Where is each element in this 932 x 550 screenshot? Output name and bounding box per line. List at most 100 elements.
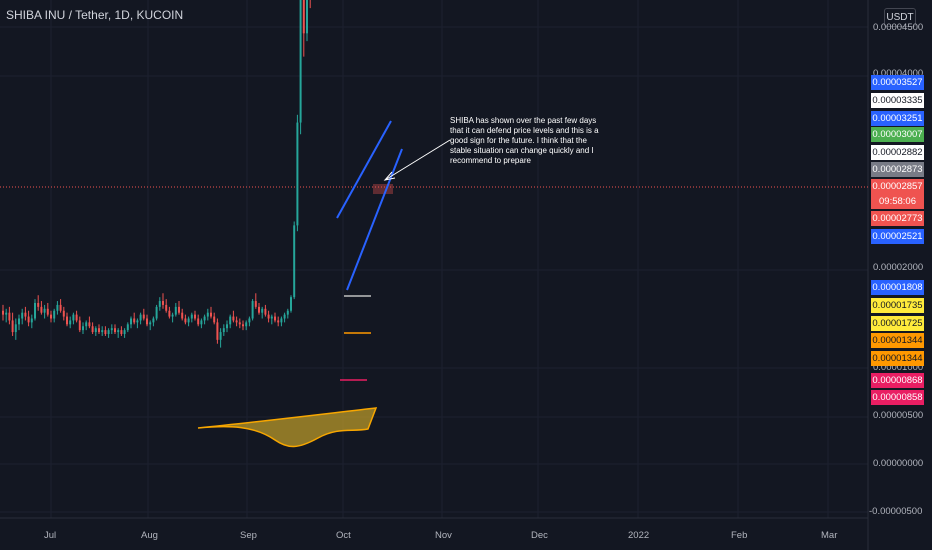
y-tick-label: 0.00000500 <box>873 410 924 421</box>
candle-body <box>190 314 193 319</box>
candle-body <box>165 304 168 311</box>
annotation-text[interactable]: SHIBA has shown over the past few days t… <box>450 116 599 165</box>
candle-body <box>126 324 129 331</box>
x-tick-label: Nov <box>435 530 452 541</box>
candle-body <box>11 320 14 333</box>
chart-grid <box>0 0 868 518</box>
candle-body <box>149 322 152 325</box>
candle-body <box>254 301 257 307</box>
y-tick-label: 0.00004000 <box>873 68 924 79</box>
annotation-arrow[interactable] <box>383 139 451 181</box>
candle-body <box>34 302 36 319</box>
candle-body <box>101 330 104 333</box>
candle-body <box>24 312 27 317</box>
candle-body <box>264 308 267 315</box>
trend-line-upper[interactable] <box>336 120 392 219</box>
candle-body <box>213 316 216 323</box>
candle-body <box>174 306 177 315</box>
x-tick-label: Oct <box>336 530 351 541</box>
candle-body <box>226 324 228 329</box>
y-tick-label: 0.00001000 <box>873 362 924 373</box>
x-tick-label: Mar <box>821 530 838 541</box>
candlestick-series <box>2 0 311 348</box>
candle-body <box>293 225 296 298</box>
price-tag: 0.00000868 <box>871 373 924 388</box>
candle-body <box>2 310 4 315</box>
candle-body <box>203 316 206 321</box>
candle-body <box>277 320 280 323</box>
y-tick-label: 0.00000000 <box>873 458 924 469</box>
price-tag: 0.00001725 <box>871 316 924 331</box>
candle-body <box>178 306 180 313</box>
candle-body <box>251 301 254 319</box>
candle-body <box>14 324 17 333</box>
candle-body <box>21 312 24 319</box>
x-tick-label: Jul <box>44 530 57 541</box>
candle-body <box>270 316 273 319</box>
candle-body <box>296 122 299 226</box>
candle-body <box>158 301 161 307</box>
candle-body <box>72 314 75 321</box>
candle-body <box>290 297 292 311</box>
rounded-bottom-shape[interactable] <box>197 407 378 448</box>
candle-body <box>69 320 72 325</box>
price-tag: 0.00001344 <box>871 333 924 348</box>
candle-body <box>114 328 116 333</box>
candle-body <box>258 306 260 313</box>
candle-body <box>229 316 232 325</box>
candle-body <box>133 318 136 323</box>
candle-body <box>120 330 123 335</box>
price-tag: 0.00002521 <box>871 229 924 244</box>
candle-body <box>56 304 59 311</box>
candle-body <box>219 332 222 340</box>
candle-body <box>261 308 264 313</box>
candle-body <box>66 316 68 325</box>
candle-body <box>117 330 120 333</box>
arrow-head <box>383 171 396 181</box>
y-tick-label: 0.00004500 <box>873 22 924 33</box>
candle-body <box>274 316 276 321</box>
trend-line-lower[interactable] <box>346 148 403 291</box>
candle-body <box>46 308 49 315</box>
candle-body <box>37 302 40 307</box>
currency-button[interactable]: USDT <box>884 8 916 27</box>
candle-body <box>248 318 251 323</box>
candle-body <box>197 318 200 325</box>
candle-body <box>155 306 158 319</box>
candle-body <box>62 310 65 317</box>
candle-body <box>53 310 56 319</box>
candle-body <box>245 322 248 327</box>
candle-body <box>91 326 94 333</box>
candle-body <box>139 314 142 321</box>
candle-body <box>8 312 11 321</box>
candle-body <box>242 324 244 327</box>
price-tag: 09:58:06 <box>871 194 924 209</box>
price-tag: 0.00003527 <box>871 75 924 90</box>
y-tick-label: -0.00000500 <box>869 506 923 517</box>
candle-body <box>187 318 190 323</box>
candle-body <box>206 312 209 317</box>
price-tag: 0.00002773 <box>871 211 924 226</box>
candle-body <box>299 0 302 123</box>
candle-body <box>283 314 286 319</box>
y-tick-label: 0.00002000 <box>873 262 924 273</box>
candle-body <box>162 301 164 305</box>
candle-body <box>40 306 43 313</box>
candle-body <box>152 318 155 323</box>
price-tag: 0.00003007 <box>871 127 924 142</box>
candle-body <box>171 314 174 317</box>
candle-body <box>5 312 8 315</box>
candle-body <box>82 326 84 331</box>
candle-body <box>27 316 30 323</box>
candle-body <box>136 320 139 323</box>
candle-body <box>30 318 33 323</box>
candle-body <box>238 322 241 325</box>
candle-body <box>78 320 81 331</box>
price-tag: 0.00002857 <box>871 179 924 194</box>
candle-body <box>50 314 52 319</box>
candle-body <box>194 314 196 319</box>
candle-body <box>43 308 46 313</box>
